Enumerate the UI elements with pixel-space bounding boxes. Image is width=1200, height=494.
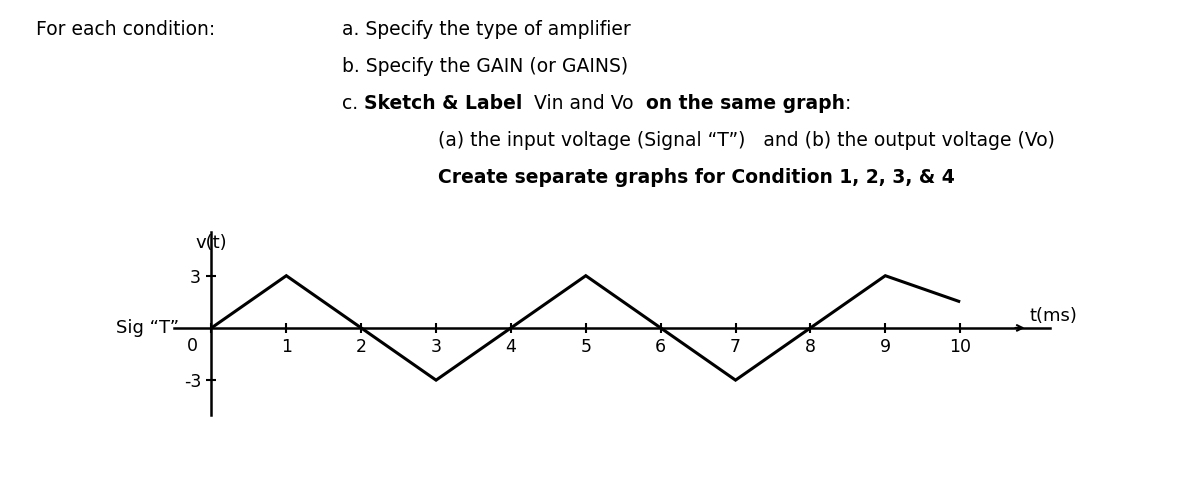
Text: Create separate graphs for Condition 1, 2, 3, & 4: Create separate graphs for Condition 1, … [438, 168, 955, 187]
Text: b. Specify the GAIN (or GAINS): b. Specify the GAIN (or GAINS) [342, 57, 628, 76]
Text: :: : [845, 94, 851, 113]
Text: Vin and Vo: Vin and Vo [522, 94, 646, 113]
Text: c.: c. [342, 94, 364, 113]
Text: 0: 0 [187, 337, 198, 356]
Text: Sketch & Label: Sketch & Label [364, 94, 522, 113]
Text: t(ms): t(ms) [1030, 307, 1076, 326]
Text: on the same graph: on the same graph [646, 94, 845, 113]
Text: v(t): v(t) [196, 234, 227, 252]
Text: a. Specify the type of amplifier: a. Specify the type of amplifier [342, 20, 631, 39]
Text: For each condition:: For each condition: [36, 20, 215, 39]
Text: Sig “T”: Sig “T” [116, 319, 180, 337]
Text: (a) the input voltage (Signal “T”)   and (b) the output voltage (Vo): (a) the input voltage (Signal “T”) and (… [438, 131, 1055, 150]
